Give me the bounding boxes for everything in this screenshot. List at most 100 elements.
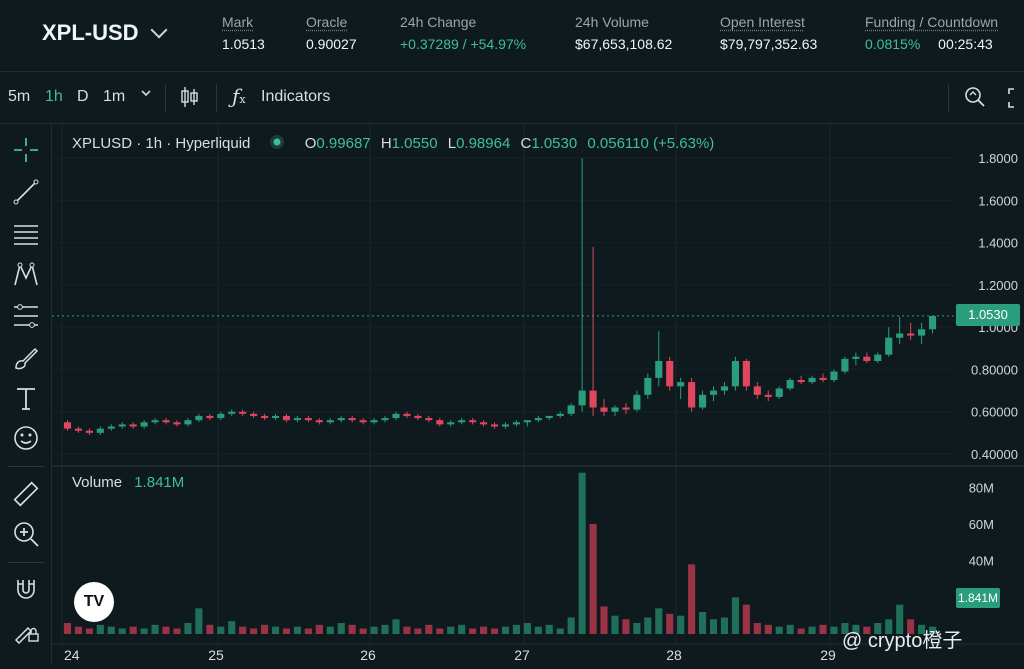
function-icon[interactable]: ƒx — [232, 84, 246, 108]
volume-bar — [425, 624, 433, 634]
price-axis-label: 1.6000 — [978, 193, 1018, 208]
candle-body — [162, 420, 170, 423]
crosshair-icon[interactable] — [12, 136, 40, 164]
candle-body — [720, 386, 729, 391]
candle-body — [512, 422, 520, 425]
candle-body — [359, 420, 367, 423]
candle-body — [337, 418, 345, 421]
interval-d[interactable]: D — [77, 88, 89, 105]
time-axis-label: 26 — [360, 647, 376, 663]
candle-body — [797, 380, 805, 383]
interval-1m[interactable]: 1m — [103, 88, 126, 105]
volume-bar — [731, 597, 739, 634]
chart-canvas[interactable]: 1.80001.60001.40001.20001.00000.800000.6… — [52, 124, 1024, 664]
volume-bar — [326, 626, 334, 634]
price-axis-label: 1.2000 — [978, 278, 1018, 293]
volume-bar — [74, 626, 82, 634]
funding-rate: 0.0815% — [865, 36, 921, 52]
candle-body — [688, 382, 696, 408]
volume-bar — [370, 626, 378, 634]
lock-drawings-icon[interactable] — [12, 616, 40, 644]
market-header: XPL-USD Mark 1.0513 Oracle 0.90027 24h C… — [0, 0, 1024, 72]
stat-label: 24h Change — [400, 14, 477, 30]
stat-mark: Mark 1.0513 — [222, 14, 265, 52]
ruler-icon[interactable] — [12, 480, 40, 508]
tradingview-logo[interactable]: TV — [74, 582, 114, 622]
legend-close: 1.0530 — [531, 134, 578, 152]
brush-icon[interactable] — [12, 344, 40, 372]
volume-bar — [808, 626, 816, 634]
candle-body — [874, 354, 882, 361]
magnet-icon[interactable] — [12, 576, 40, 604]
stat-label: 24h Volume — [575, 14, 649, 30]
candle-body — [370, 420, 378, 423]
interval-1h[interactable]: 1h — [45, 88, 63, 105]
candle-body — [523, 420, 531, 423]
candle-body — [480, 422, 488, 425]
candle-body — [841, 358, 849, 372]
candlestick-type-icon[interactable] — [180, 86, 200, 113]
volume-bar — [874, 623, 882, 634]
volume-bar — [622, 619, 630, 634]
candle-body — [633, 394, 641, 410]
horizontal-lines-icon[interactable] — [12, 220, 40, 248]
fullscreen-icon[interactable] — [1008, 88, 1024, 113]
chevron-down-icon[interactable] — [140, 86, 152, 98]
candle-body — [830, 371, 838, 380]
volume-bar — [63, 623, 72, 634]
volume-axis-label: 80M — [969, 480, 994, 495]
volume-bar — [403, 626, 411, 634]
legend-high: 1.0550 — [391, 134, 438, 152]
volume-bar — [282, 628, 291, 634]
stat-funding: Funding / Countdown 0.0815% 00:25:43 — [865, 14, 998, 52]
candle-body — [490, 424, 499, 427]
trendline-icon[interactable] — [12, 178, 40, 206]
time-axis-label: 25 — [208, 647, 224, 663]
volume-bar — [819, 624, 827, 634]
interval-5m[interactable]: 5m — [8, 88, 31, 105]
time-axis-label: 28 — [666, 647, 682, 663]
volume-bar — [250, 628, 258, 634]
funding-countdown: 00:25:43 — [938, 36, 993, 52]
candle-body — [611, 407, 619, 412]
volume-axis-label: 60M — [969, 517, 994, 532]
volume-bar — [239, 626, 247, 634]
zoom-settings-icon[interactable] — [964, 86, 986, 113]
volume-bar — [863, 626, 871, 634]
chevron-down-icon — [150, 21, 168, 39]
candle-body — [764, 394, 772, 397]
candle-body — [677, 382, 685, 387]
fib-retracement-icon[interactable] — [12, 302, 40, 330]
volume-bar — [206, 624, 214, 634]
zoom-in-icon[interactable] — [12, 520, 40, 548]
volume-bar — [184, 623, 192, 634]
candle-body — [545, 415, 553, 419]
emoji-icon[interactable] — [12, 424, 40, 452]
candle-body — [151, 420, 159, 423]
pair-selector[interactable]: XPL-USD — [42, 20, 168, 46]
legend-open-label: O — [304, 134, 317, 152]
legend-symbol: XPLUSD · 1h · Hyperliquid — [72, 134, 251, 152]
price-axis-label: 0.60000 — [971, 405, 1018, 420]
volume-bar — [545, 624, 553, 634]
volume-axis-label: 40M — [969, 554, 994, 569]
text-tool-icon[interactable] — [12, 384, 40, 412]
volume-bar — [688, 564, 696, 634]
stat-value: $79,797,352.63 — [720, 36, 818, 52]
candle-body — [74, 428, 82, 431]
candle-body — [206, 415, 214, 419]
candle-body — [501, 424, 510, 427]
volume-bar — [775, 626, 783, 634]
pattern-icon[interactable] — [12, 260, 40, 288]
candle-body — [239, 411, 247, 414]
price-axis-label: 0.80000 — [971, 362, 1018, 377]
volume-bar — [907, 619, 915, 634]
volume-bar — [523, 623, 531, 634]
price-chart[interactable]: 1.8000 1.6000 1.4000 1.2000 1.0000 0.80000 0.6… — [52, 124, 1024, 664]
indicators-button[interactable]: Indicators — [261, 88, 331, 105]
volume-bar — [293, 626, 301, 634]
candle-body — [600, 407, 608, 412]
stat-24h-volume: 24h Volume $67,653,108.62 — [575, 14, 672, 52]
drawing-toolbar — [0, 124, 52, 664]
visibility-eye-icon[interactable] — [269, 134, 285, 154]
